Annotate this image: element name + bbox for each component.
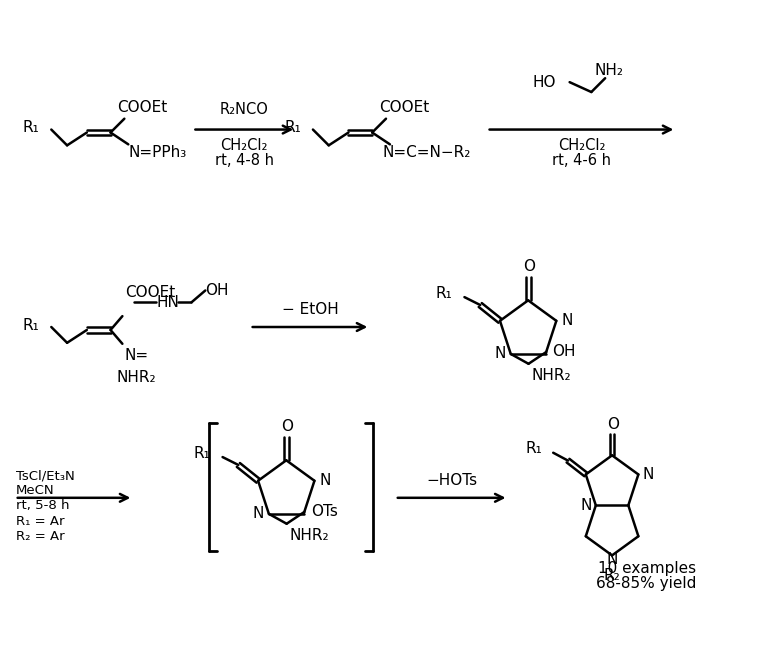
Text: N=PPh₃: N=PPh₃ [129, 145, 187, 160]
Text: 68-85% yield: 68-85% yield [597, 576, 697, 591]
Text: NHR₂: NHR₂ [116, 370, 156, 385]
Text: OTs: OTs [311, 504, 337, 519]
Text: CH₂Cl₂: CH₂Cl₂ [557, 138, 605, 153]
Text: R₂ = Ar: R₂ = Ar [15, 530, 65, 543]
Text: R₁: R₁ [22, 120, 39, 135]
Text: HO: HO [532, 75, 556, 90]
Text: N: N [494, 346, 506, 362]
Text: O: O [607, 417, 619, 432]
Text: NHR₂: NHR₂ [290, 528, 330, 543]
Text: N=C=N−R₂: N=C=N−R₂ [382, 145, 470, 160]
Text: O: O [281, 419, 293, 434]
Text: N: N [320, 474, 331, 488]
Text: COOEt: COOEt [117, 100, 167, 115]
Text: R₂NCO: R₂NCO [220, 102, 269, 117]
Text: − EtOH: − EtOH [282, 302, 338, 317]
Text: N: N [642, 467, 654, 482]
Text: R₁: R₁ [194, 445, 211, 460]
Text: COOEt: COOEt [125, 285, 175, 300]
Text: N: N [607, 552, 618, 567]
Text: COOEt: COOEt [379, 100, 429, 115]
Text: R₂: R₂ [604, 568, 621, 582]
Text: −HOTs: −HOTs [426, 472, 477, 487]
Text: N: N [253, 506, 263, 521]
Text: MeCN: MeCN [15, 485, 55, 497]
Text: N=: N= [124, 348, 149, 363]
Text: N: N [581, 498, 591, 513]
Text: OH: OH [206, 283, 229, 298]
Text: 10 examples: 10 examples [598, 561, 695, 576]
Text: O: O [523, 259, 535, 274]
Text: rt, 5-8 h: rt, 5-8 h [15, 499, 69, 512]
Text: R₁ = Ar: R₁ = Ar [15, 515, 64, 528]
Text: R₁: R₁ [436, 286, 453, 301]
Text: NH₂: NH₂ [594, 63, 624, 78]
Text: rt, 4-8 h: rt, 4-8 h [215, 153, 274, 168]
Text: R₁: R₁ [284, 120, 301, 135]
Text: N: N [561, 313, 573, 328]
Text: OH: OH [552, 345, 576, 360]
Text: HN: HN [156, 295, 179, 310]
Text: rt, 4-6 h: rt, 4-6 h [552, 153, 611, 168]
Text: CH₂Cl₂: CH₂Cl₂ [220, 138, 268, 153]
Text: NHR₂: NHR₂ [531, 368, 571, 383]
Text: TsCl/Et₃N: TsCl/Et₃N [15, 470, 75, 483]
Text: R₁: R₁ [22, 318, 39, 333]
Text: R₁: R₁ [526, 441, 542, 457]
